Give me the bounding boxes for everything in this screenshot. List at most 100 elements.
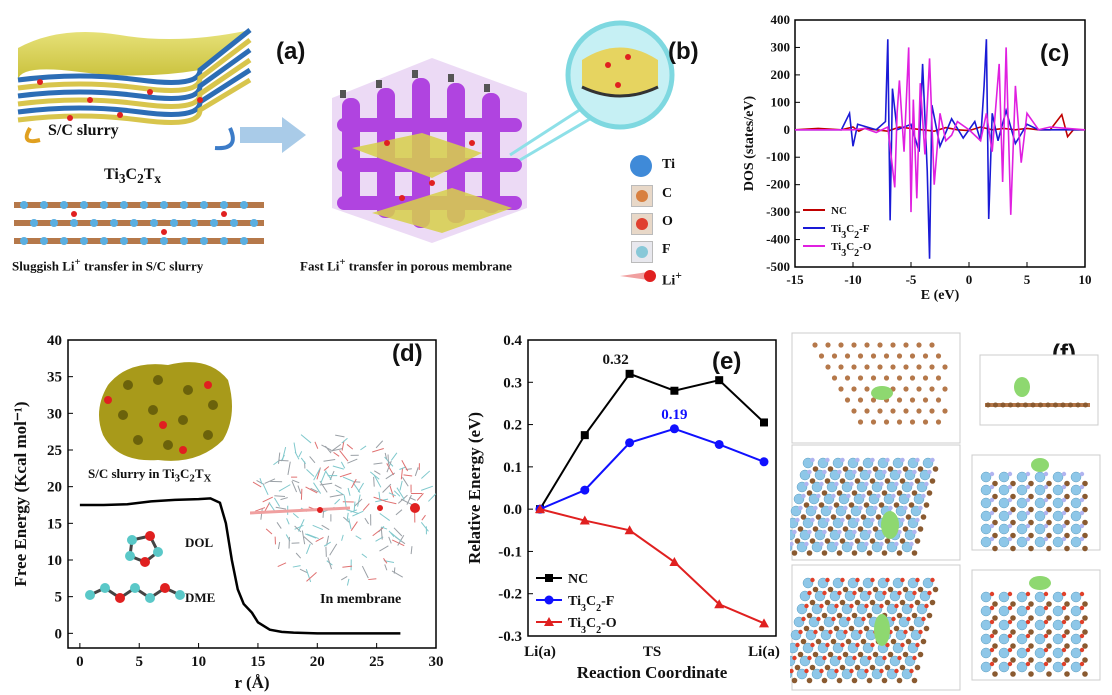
termination-atom [918,505,923,511]
x-tick-label: -5 [906,272,917,287]
ti3c2-o-side-structure [980,576,1088,677]
termination-atom [1025,633,1031,639]
carbon-atom [896,419,903,425]
carbon-atom [857,419,864,425]
c-atom [1010,506,1016,513]
c-atom [923,625,930,632]
c-atom [1028,480,1034,487]
network-segment [275,506,287,510]
network-segment [339,450,349,462]
ti-atom [1016,536,1028,548]
termination-atom [921,493,926,499]
termination-atom [810,642,815,648]
ti-atom [980,510,992,522]
ti-atom [1052,497,1064,509]
c-atom [1064,532,1070,539]
network-segment [255,507,266,512]
ti-atom [1034,591,1046,603]
termination-atom [989,471,995,477]
termination-atom [876,493,881,499]
network-segment [256,479,265,486]
carbon-atom [922,397,929,403]
termination-atom [864,481,869,487]
c-atom [902,466,909,472]
termination-atom [1043,523,1049,529]
termination-atom [795,517,800,523]
y-tick-label: 25 [47,443,62,459]
data-point [625,438,635,448]
termination-atom [870,642,875,648]
ti-atom [1034,605,1046,617]
termination-atom [1025,605,1031,611]
termination-atom [1025,471,1031,477]
ti-atom [980,484,992,496]
ti-atom [1070,647,1082,659]
carbon-atom [922,419,929,425]
c-atom [842,586,849,593]
network-segment [274,495,286,498]
network-segment [397,494,408,504]
data-point [625,369,634,378]
ti-atom [1016,484,1028,496]
network-segment [334,484,342,489]
c-atom [1064,545,1070,552]
network-segment [388,536,392,544]
annotation-nc: 0.32 [602,352,628,368]
c-atom [812,651,819,658]
termination-atom [989,619,995,625]
network-segment [341,534,344,541]
data-point [669,557,680,566]
c-atom [809,478,816,484]
carbon-atom [903,386,909,392]
network-segment [335,434,345,438]
termination-atom [897,529,902,535]
network-segment [379,545,389,552]
graphene-side-view [985,377,1090,408]
carbon-atom [883,419,890,425]
legend-marker [544,617,554,626]
termination-atom [1043,633,1049,639]
ti-atom [1052,605,1064,617]
termination-atom [912,529,917,535]
c-atom [791,550,798,556]
termination-atom [867,655,872,661]
c-atom [884,664,891,671]
carbon-atom [1038,402,1043,408]
termination-atom [795,642,800,648]
termination-atom [891,493,896,499]
carbon-atom [896,353,903,359]
termination-atom [864,668,869,674]
c-atom [911,490,918,496]
ti-atom [1070,510,1082,522]
c-atom [884,599,891,606]
network-segment [402,477,409,487]
termination-atom [879,668,884,674]
network-segment [401,459,409,472]
network-segment [343,495,347,509]
c-atom [1064,493,1070,500]
network-segment [273,497,281,507]
network-segment [386,460,392,473]
termination-atom [915,457,920,463]
termination-atom [804,541,809,547]
c-atom [1046,545,1052,552]
c-atom [863,502,870,508]
network-segment [406,494,412,505]
termination-atom [1043,619,1049,625]
c-atom [1046,601,1052,607]
c-atom [992,615,998,621]
c-atom [1028,493,1034,500]
termination-atom [1007,619,1013,625]
li-ion-icon [620,270,656,282]
carbon-atom [870,375,877,381]
c-atom [1046,615,1052,621]
network-segment [410,546,413,555]
c-atom [926,490,933,496]
termination-atom [1061,619,1067,625]
f-atom-icon [631,241,653,263]
termination-atom [897,469,902,475]
data-point [714,439,724,449]
x-category-label: Li(a) [524,644,556,660]
termination-atom [870,457,875,463]
c-atom [896,550,903,556]
